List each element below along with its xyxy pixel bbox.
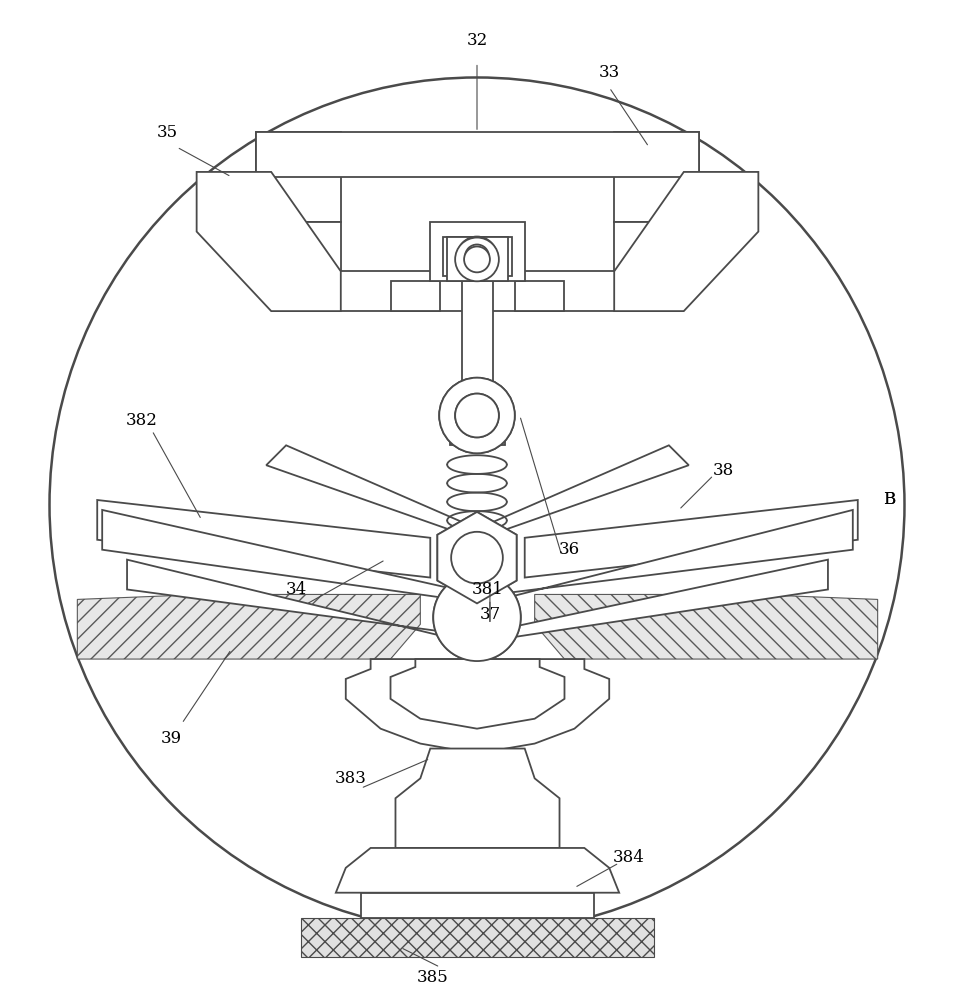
- Polygon shape: [455, 560, 827, 639]
- Polygon shape: [77, 594, 420, 659]
- Text: 32: 32: [466, 32, 487, 49]
- Text: 33: 33: [598, 64, 619, 81]
- Polygon shape: [614, 172, 758, 311]
- Polygon shape: [614, 132, 698, 222]
- Text: 35: 35: [156, 124, 177, 141]
- Text: 385: 385: [416, 969, 448, 986]
- Polygon shape: [360, 893, 594, 918]
- Polygon shape: [390, 659, 564, 729]
- Polygon shape: [436, 512, 517, 603]
- Polygon shape: [286, 271, 668, 311]
- Polygon shape: [256, 132, 340, 222]
- Text: B: B: [882, 491, 895, 508]
- Polygon shape: [286, 222, 340, 281]
- Text: 383: 383: [335, 770, 366, 787]
- Polygon shape: [390, 281, 439, 311]
- Polygon shape: [614, 222, 668, 281]
- Circle shape: [433, 574, 520, 661]
- Text: 39: 39: [161, 730, 182, 747]
- Polygon shape: [475, 445, 688, 530]
- Polygon shape: [301, 918, 653, 957]
- Text: 382: 382: [126, 412, 158, 429]
- Polygon shape: [102, 510, 499, 599]
- Circle shape: [451, 532, 502, 584]
- Polygon shape: [395, 749, 558, 848]
- Text: B: B: [882, 491, 895, 508]
- Circle shape: [50, 77, 903, 932]
- Circle shape: [451, 532, 502, 584]
- Circle shape: [433, 574, 520, 661]
- Circle shape: [438, 378, 515, 453]
- Polygon shape: [447, 237, 507, 281]
- Polygon shape: [450, 391, 504, 445]
- Circle shape: [438, 378, 515, 453]
- Circle shape: [455, 394, 498, 437]
- Text: 34: 34: [285, 581, 306, 598]
- Polygon shape: [443, 237, 511, 276]
- Polygon shape: [515, 281, 564, 311]
- Polygon shape: [436, 512, 517, 603]
- Polygon shape: [256, 132, 698, 177]
- Polygon shape: [127, 560, 499, 639]
- Polygon shape: [97, 500, 430, 578]
- Text: 37: 37: [478, 606, 500, 623]
- Circle shape: [455, 238, 498, 281]
- Polygon shape: [524, 500, 857, 578]
- Text: 36: 36: [558, 541, 579, 558]
- Polygon shape: [430, 222, 524, 281]
- Polygon shape: [345, 659, 609, 754]
- Circle shape: [464, 244, 489, 268]
- Circle shape: [463, 246, 490, 272]
- Polygon shape: [455, 510, 852, 599]
- Polygon shape: [461, 281, 493, 396]
- Circle shape: [455, 394, 498, 437]
- Text: 38: 38: [712, 462, 734, 479]
- Text: 381: 381: [472, 581, 503, 598]
- Text: 384: 384: [613, 849, 644, 866]
- Polygon shape: [335, 848, 618, 893]
- Polygon shape: [534, 594, 877, 659]
- Circle shape: [456, 237, 497, 276]
- Polygon shape: [196, 172, 340, 311]
- Polygon shape: [266, 445, 479, 530]
